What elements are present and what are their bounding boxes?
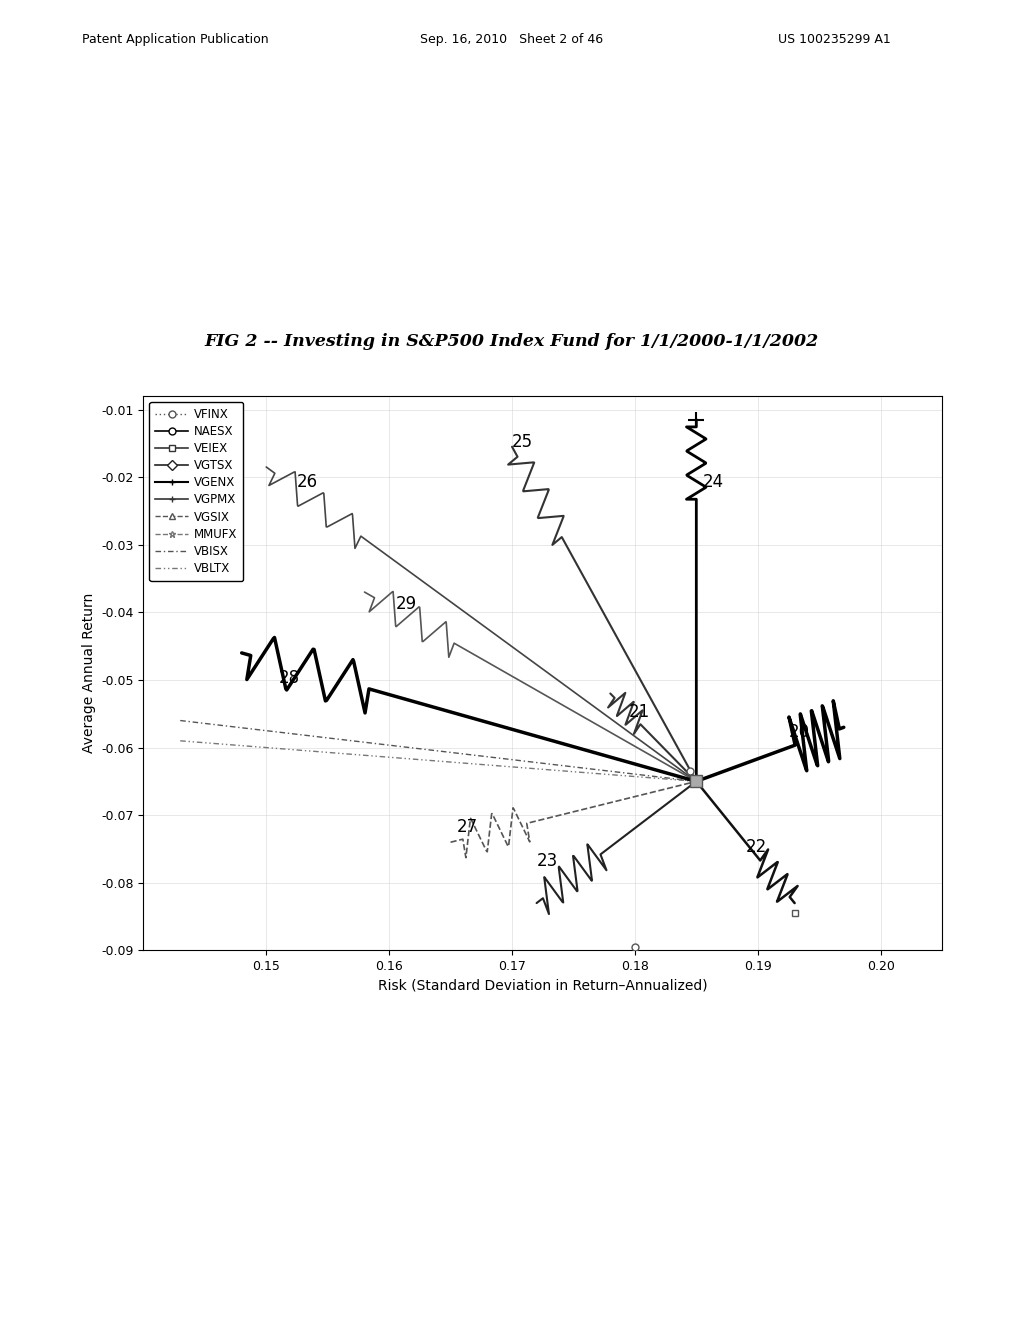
Text: 28: 28 [279, 669, 300, 688]
Text: Sep. 16, 2010   Sheet 2 of 46: Sep. 16, 2010 Sheet 2 of 46 [420, 33, 603, 46]
Legend: VFINX, NAESX, VEIEX, VGTSX, VGENX, VGPMX, VGSIX, MMUFX, VBISX, VBLTX: VFINX, NAESX, VEIEX, VGTSX, VGENX, VGPMX… [150, 401, 244, 581]
X-axis label: Risk (Standard Deviation in Return–Annualized): Risk (Standard Deviation in Return–Annua… [378, 978, 708, 993]
Text: 24: 24 [702, 474, 724, 491]
Text: 20: 20 [788, 723, 810, 742]
Text: 27: 27 [457, 818, 478, 836]
Text: 21: 21 [629, 704, 650, 721]
Text: 26: 26 [297, 474, 318, 491]
Text: Patent Application Publication: Patent Application Publication [82, 33, 268, 46]
Text: 25: 25 [512, 433, 534, 450]
Text: 23: 23 [537, 851, 558, 870]
Text: US 100235299 A1: US 100235299 A1 [778, 33, 891, 46]
Text: 29: 29 [395, 595, 417, 612]
Text: 22: 22 [745, 838, 767, 857]
Text: FIG 2 -- Investing in S&P500 Index Fund for 1/1/2000-1/1/2002: FIG 2 -- Investing in S&P500 Index Fund … [205, 333, 819, 350]
Y-axis label: Average Annual Return: Average Annual Return [82, 593, 95, 754]
